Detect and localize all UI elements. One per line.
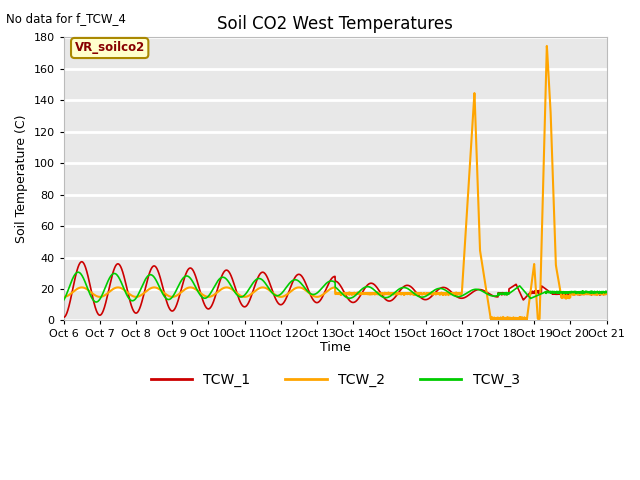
X-axis label: Time: Time — [320, 341, 351, 354]
Text: No data for f_TCW_4: No data for f_TCW_4 — [6, 12, 126, 25]
Title: Soil CO2 West Temperatures: Soil CO2 West Temperatures — [217, 15, 453, 33]
Y-axis label: Soil Temperature (C): Soil Temperature (C) — [15, 115, 28, 243]
Legend: TCW_1, TCW_2, TCW_3: TCW_1, TCW_2, TCW_3 — [145, 368, 525, 393]
Text: VR_soilco2: VR_soilco2 — [75, 41, 145, 55]
